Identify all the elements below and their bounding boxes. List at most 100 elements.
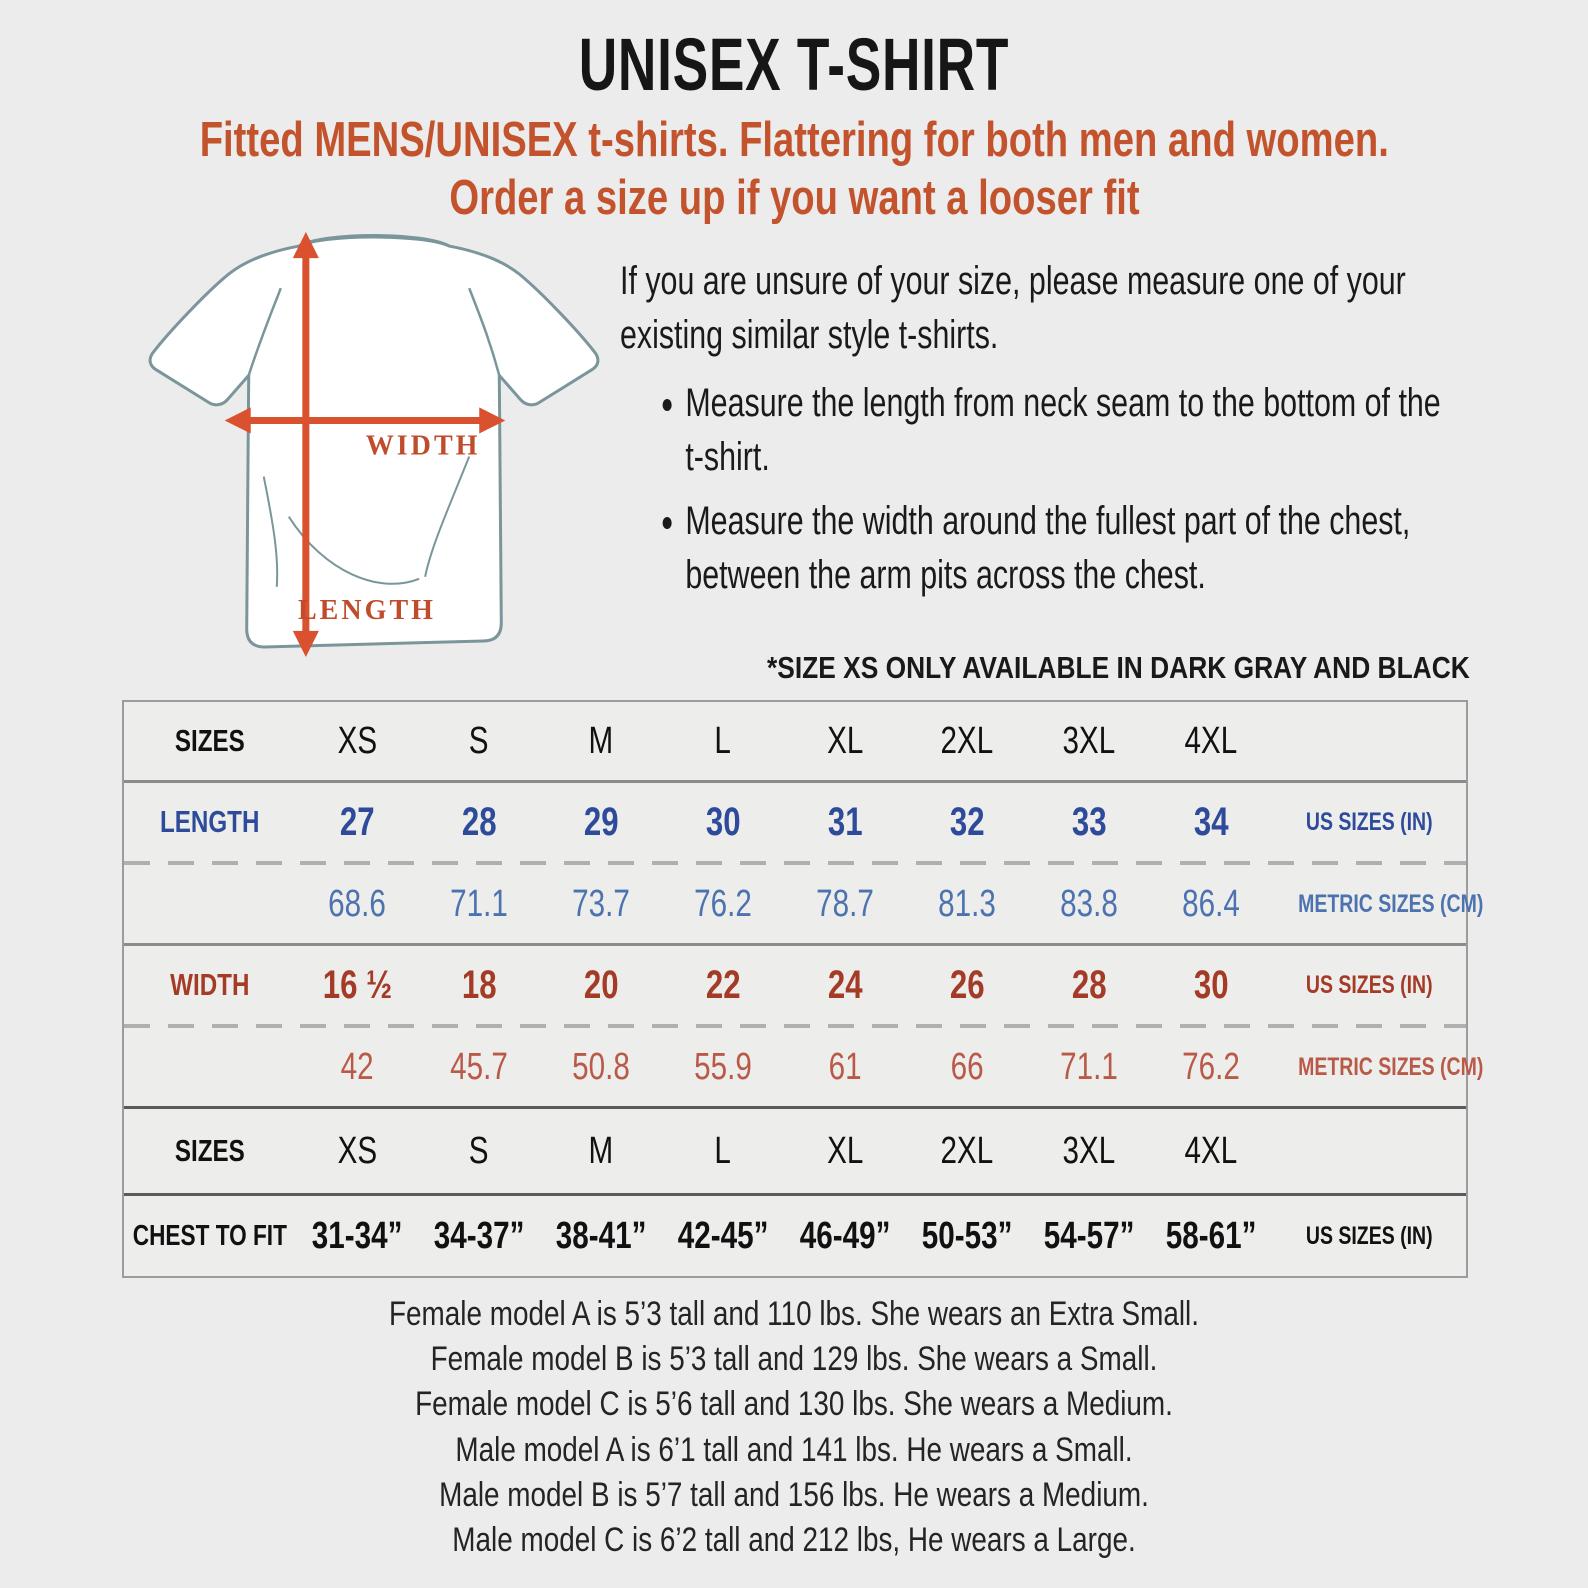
size-cell: M	[588, 719, 614, 762]
wrinkle-line	[262, 476, 279, 587]
sizes-header-label: SIZES	[175, 723, 245, 758]
width-in-cell: 16 ½	[322, 962, 392, 1007]
width-in-cell: 24	[827, 962, 863, 1007]
model-info-line: Female model B is 5’3 tall and 129 lbs. …	[430, 1340, 1158, 1379]
size-cell: XS	[337, 1129, 377, 1172]
length-cm-cell: 86.4	[1182, 882, 1240, 925]
subtitle-line-2: Order a size up if you want a looser fit	[448, 170, 1140, 225]
length-label: LENGTH	[298, 595, 436, 626]
size-cell: S	[469, 719, 489, 762]
size-cell: XS	[337, 719, 377, 762]
length-in-cell: 29	[583, 799, 619, 844]
size-cell: 3XL	[1062, 1129, 1116, 1172]
us-unit-label: US SIZES (IN)	[1305, 1221, 1433, 1250]
metric-unit-label: METRIC SIZES (CM)	[1298, 889, 1484, 918]
width-cm-cell: 76.2	[1182, 1045, 1240, 1088]
width-cm-cell: 71.1	[1060, 1045, 1118, 1088]
instruction-item: Measure the width around the fullest par…	[685, 494, 1448, 602]
chest-cell: 34-37”	[433, 1214, 525, 1257]
chest-cell: 54-57”	[1043, 1214, 1135, 1257]
width-in-cell: 30	[1193, 962, 1229, 1007]
tshirt-icon: WIDTH LENGTH	[148, 232, 600, 657]
model-info: Female model A is 5’3 tall and 110 lbs. …	[0, 1292, 1588, 1563]
left-sleeve-seam	[247, 287, 282, 376]
table-row-sizes-repeat: SIZES XS S M L XL 2XL 3XL 4XL	[124, 1109, 1466, 1193]
width-in-cell: 26	[949, 962, 985, 1007]
length-cm-cell: 76.2	[694, 882, 752, 925]
chest-cell: 31-34”	[311, 1214, 403, 1257]
length-cm-cell: 68.6	[328, 882, 386, 925]
model-info-line: Male model C is 6’2 tall and 212 lbs, He…	[452, 1521, 1136, 1560]
width-cm-cell: 45.7	[450, 1045, 508, 1088]
width-in-cell: 28	[1071, 962, 1107, 1007]
table-row-length-in: LENGTH 27 28 29 30 31 32 33 34 US SIZES …	[124, 783, 1466, 861]
length-in-cell: 27	[339, 799, 375, 844]
size-cell: 4XL	[1184, 719, 1238, 762]
model-info-line: Male model A is 6’1 tall and 141 lbs. He…	[455, 1430, 1133, 1469]
width-cm-cell: 66	[950, 1045, 984, 1088]
model-info-line: Female model C is 5’6 tall and 130 lbs. …	[415, 1385, 1173, 1424]
chest-cell: 50-53”	[921, 1214, 1013, 1257]
width-cm-cell: 42	[340, 1045, 374, 1088]
row-divider-dashed	[124, 861, 1466, 865]
us-unit-label: US SIZES (IN)	[1305, 807, 1433, 836]
subtitle-line-1: Fitted MENS/UNISEX t-shirts. Flattering …	[199, 113, 1389, 167]
size-cell: M	[588, 1129, 614, 1172]
length-in-cell: 28	[461, 799, 497, 844]
tshirt-measurement-diagram: WIDTH LENGTH	[138, 226, 610, 662]
length-cm-cell: 78.7	[816, 882, 874, 925]
size-cell: XL	[826, 1129, 864, 1172]
us-unit-label: US SIZES (IN)	[1305, 970, 1433, 999]
subtitle: Fitted MENS/UNISEX t-shirts. Flattering …	[0, 112, 1588, 228]
size-cell: 2XL	[940, 1129, 994, 1172]
instruction-item: Measure the length from neck seam to the…	[685, 376, 1448, 484]
length-arrow-icon	[292, 232, 319, 657]
size-cell: S	[469, 1129, 489, 1172]
page-title-text: UNISEX T-SHIRT	[578, 23, 1010, 106]
length-cm-cell: 71.1	[450, 882, 508, 925]
row-divider	[124, 1193, 1466, 1196]
size-cell: L	[714, 1129, 732, 1172]
right-sleeve-seam	[468, 287, 501, 376]
width-arrow-icon	[224, 407, 506, 434]
row-divider	[124, 1106, 1466, 1109]
width-in-cell: 18	[461, 962, 497, 1007]
row-divider-dashed	[124, 1024, 1466, 1028]
size-cell: 4XL	[1184, 1129, 1238, 1172]
length-row-label: LENGTH	[160, 804, 260, 839]
row-divider	[124, 943, 1466, 946]
model-info-line: Male model B is 5’7 tall and 156 lbs. He…	[439, 1475, 1149, 1514]
table-row-sizes-header: SIZES XS S M L XL 2XL 3XL 4XL	[124, 702, 1466, 780]
length-in-cell: 30	[705, 799, 741, 844]
width-cm-cell: 55.9	[694, 1045, 752, 1088]
width-cm-cell: 50.8	[572, 1045, 630, 1088]
length-cm-cell: 83.8	[1060, 882, 1118, 925]
chest-cell: 38-41”	[555, 1214, 647, 1257]
width-in-cell: 22	[705, 962, 741, 1007]
chest-cell: 42-45”	[677, 1214, 769, 1257]
size-cell: L	[714, 719, 732, 762]
width-in-cell: 20	[583, 962, 619, 1007]
length-in-cell: 34	[1193, 799, 1229, 844]
size-cell: 3XL	[1062, 719, 1116, 762]
length-cm-cell: 81.3	[938, 882, 996, 925]
size-table: SIZES XS S M L XL 2XL 3XL 4XL LENGTH 27 …	[122, 700, 1484, 1278]
wrinkle-line	[424, 456, 471, 578]
size-cell: 2XL	[940, 719, 994, 762]
table-row-width-cm: 42 45.7 50.8 55.9 61 66 71.1 76.2 METRIC…	[124, 1028, 1484, 1106]
instructions-list: Measure the length from neck seam to the…	[620, 376, 1448, 602]
row-divider	[124, 780, 1466, 783]
table-row-length-cm: 68.6 71.1 73.7 76.2 78.7 81.3 83.8 86.4 …	[124, 865, 1483, 943]
chest-cell: 58-61”	[1165, 1214, 1257, 1257]
metric-unit-label: METRIC SIZES (CM)	[1298, 1052, 1484, 1081]
page-title: UNISEX T-SHIRT	[0, 22, 1588, 107]
chest-row-label: CHEST TO FIT	[132, 1219, 288, 1252]
instructions-intro: If you are unsure of your size, please m…	[620, 259, 1406, 357]
xs-availability-note: *SIZE XS ONLY AVAILABLE IN DARK GRAY AND…	[767, 650, 1470, 685]
length-in-cell: 32	[949, 799, 985, 844]
width-label: WIDTH	[366, 431, 481, 462]
length-cm-cell: 73.7	[572, 882, 630, 925]
measuring-instructions: If you are unsure of your size, please m…	[620, 254, 1448, 612]
table-row-chest-to-fit: CHEST TO FIT 31-34” 34-37” 38-41” 42-45”…	[124, 1196, 1466, 1276]
